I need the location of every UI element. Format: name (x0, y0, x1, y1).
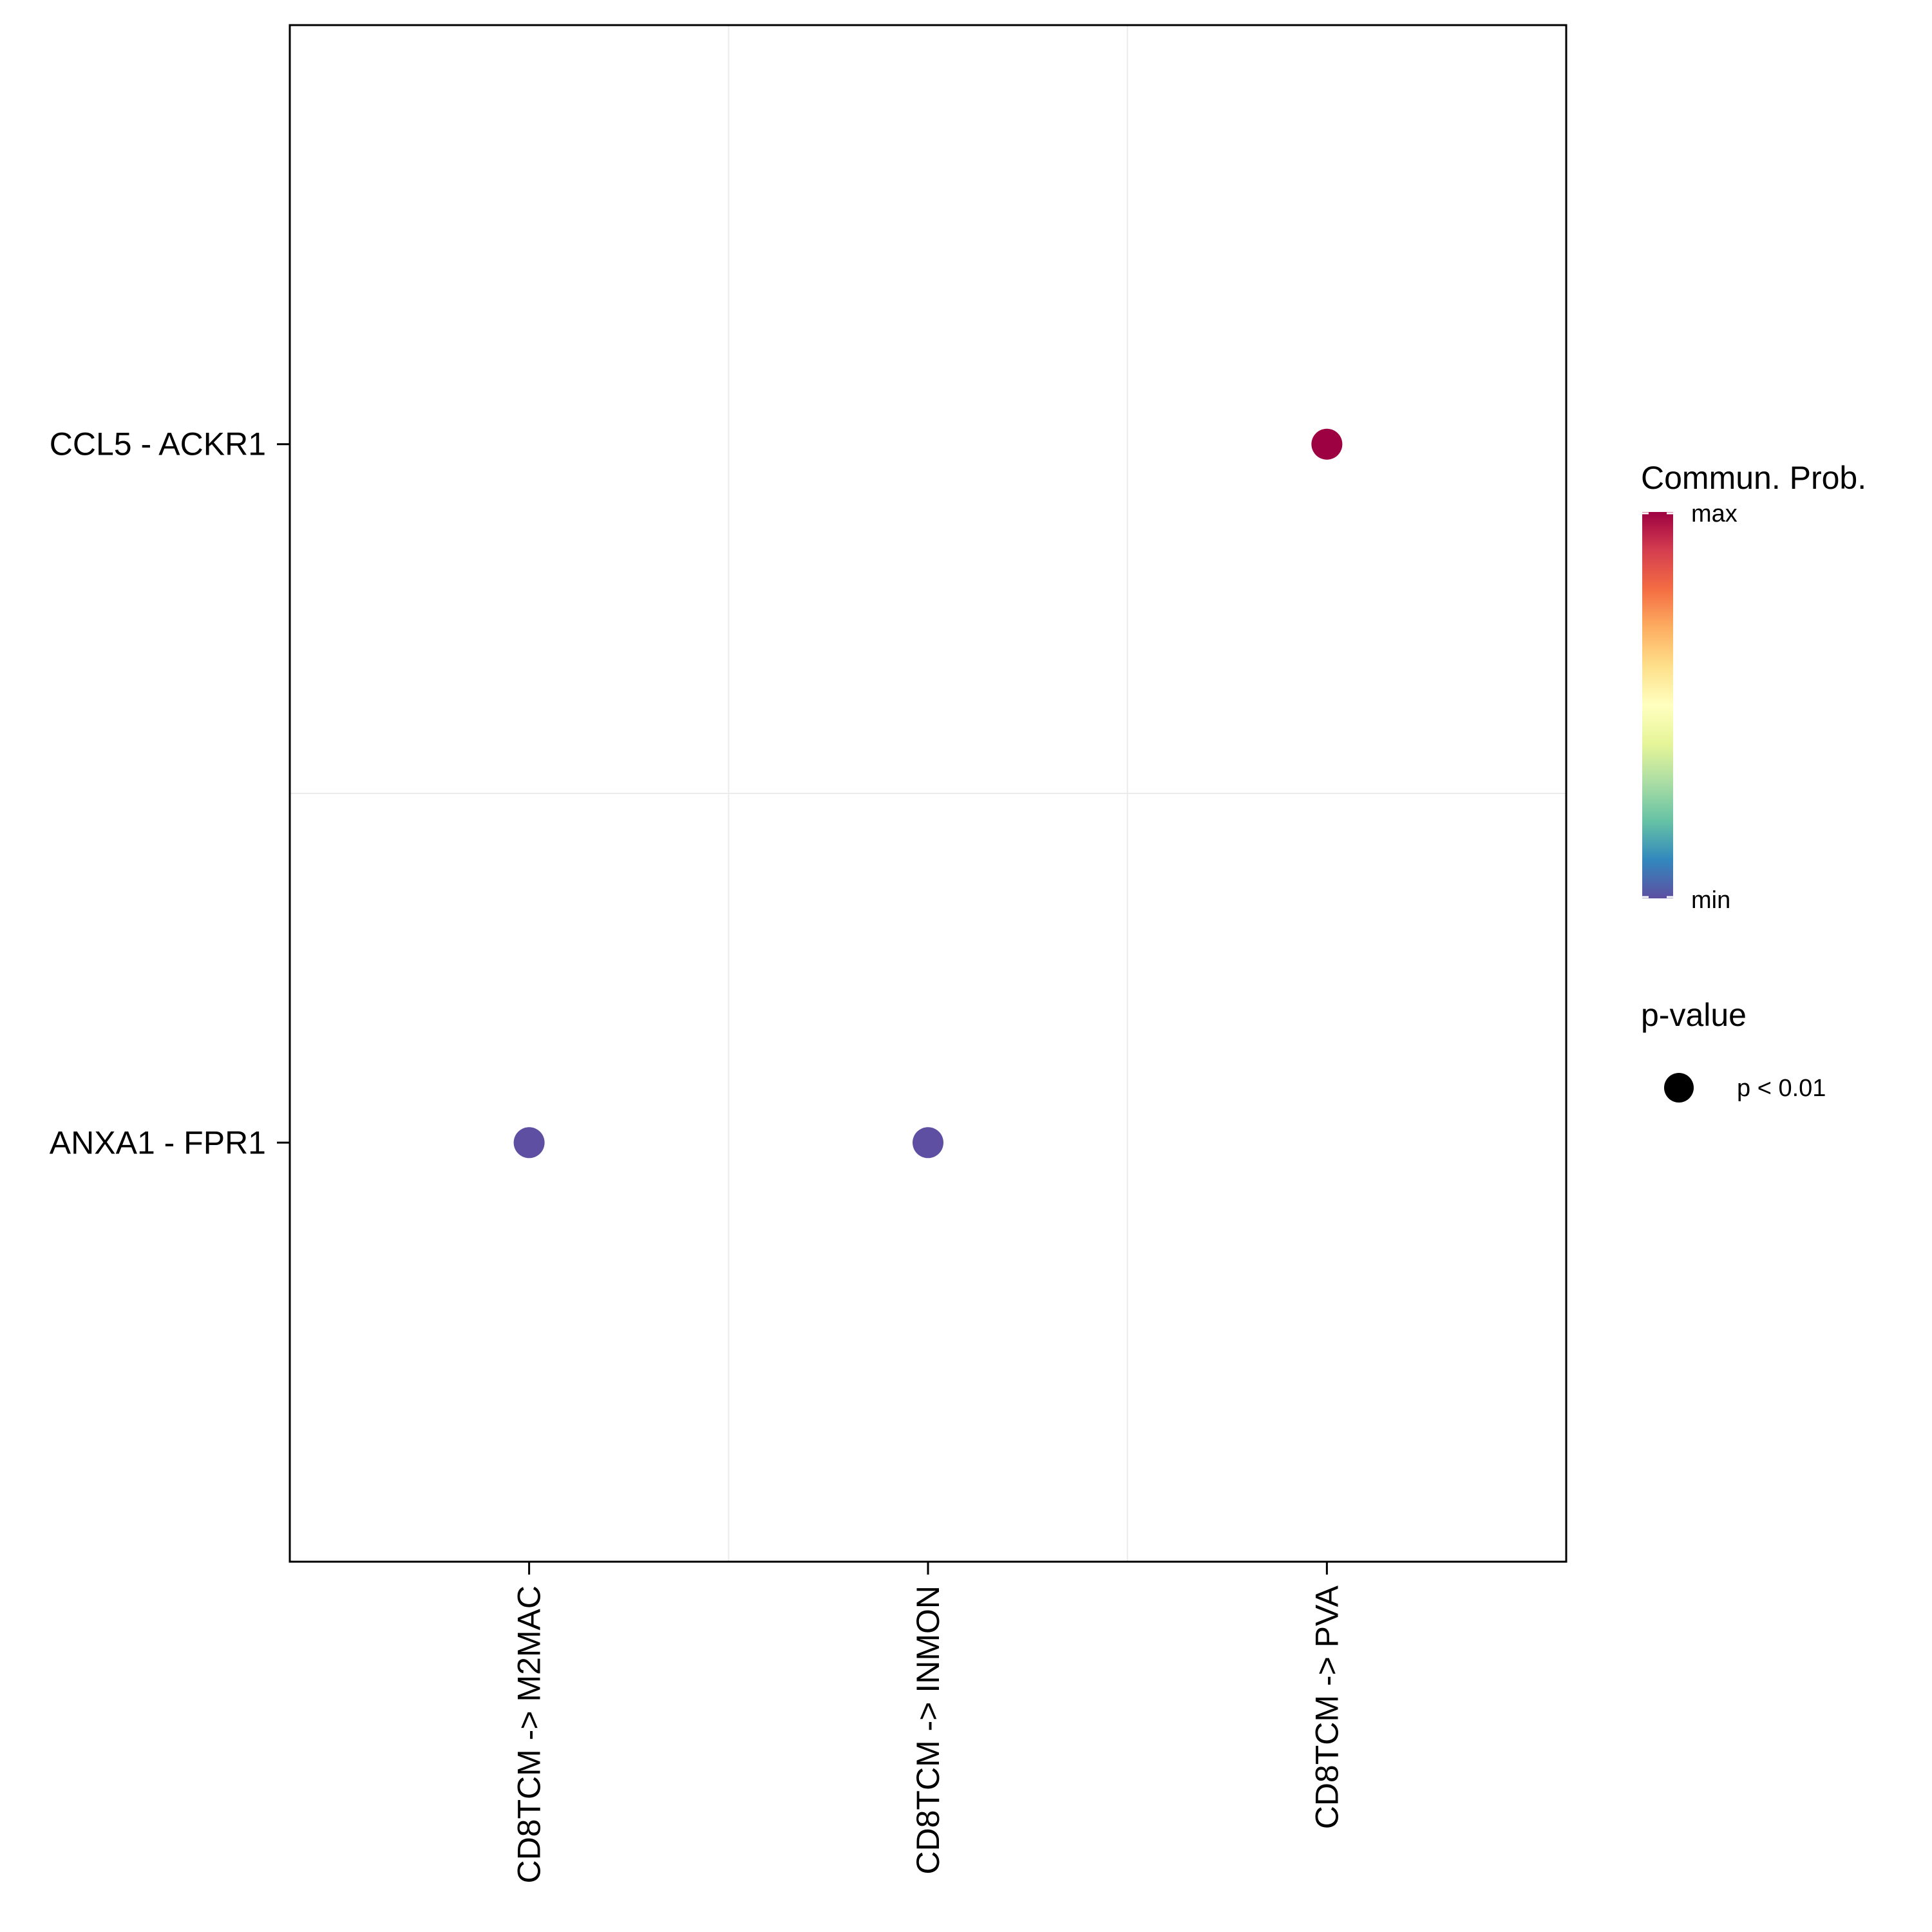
data-points (513, 428, 1343, 1159)
size-legend: p-value p < 0.01 (1641, 997, 1826, 1103)
color-bar (1642, 512, 1673, 898)
data-point (1311, 428, 1343, 460)
color-legend: Commun. Prob. max min (1641, 460, 1866, 914)
y-tick-label: ANXA1 - FPR1 (50, 1124, 266, 1160)
size-legend-key (1664, 1073, 1694, 1103)
color-legend-min-label: min (1691, 887, 1730, 914)
x-axis: CD8TCM -> M2MAC CD8TCM -> INMON CD8TCM -> … (511, 1562, 1345, 1884)
color-legend-title: Commun. Prob. (1641, 460, 1866, 496)
x-tick-label: CD8TCM -> PVA (1309, 1585, 1345, 1829)
y-axis: CCL5 - ACKR1 ANXA1 - FPR1 (50, 426, 290, 1160)
x-tick-label: CD8TCM -> INMON (910, 1586, 946, 1875)
data-point (913, 1127, 943, 1159)
data-point (513, 1127, 545, 1159)
size-legend-title: p-value (1641, 997, 1747, 1033)
y-tick-label: CCL5 - ACKR1 (50, 426, 266, 462)
size-legend-label: p < 0.01 (1737, 1075, 1826, 1102)
x-tick-label: CD8TCM -> M2MAC (511, 1586, 547, 1884)
grid-lines (290, 25, 1566, 1562)
color-legend-max-label: max (1691, 500, 1738, 527)
